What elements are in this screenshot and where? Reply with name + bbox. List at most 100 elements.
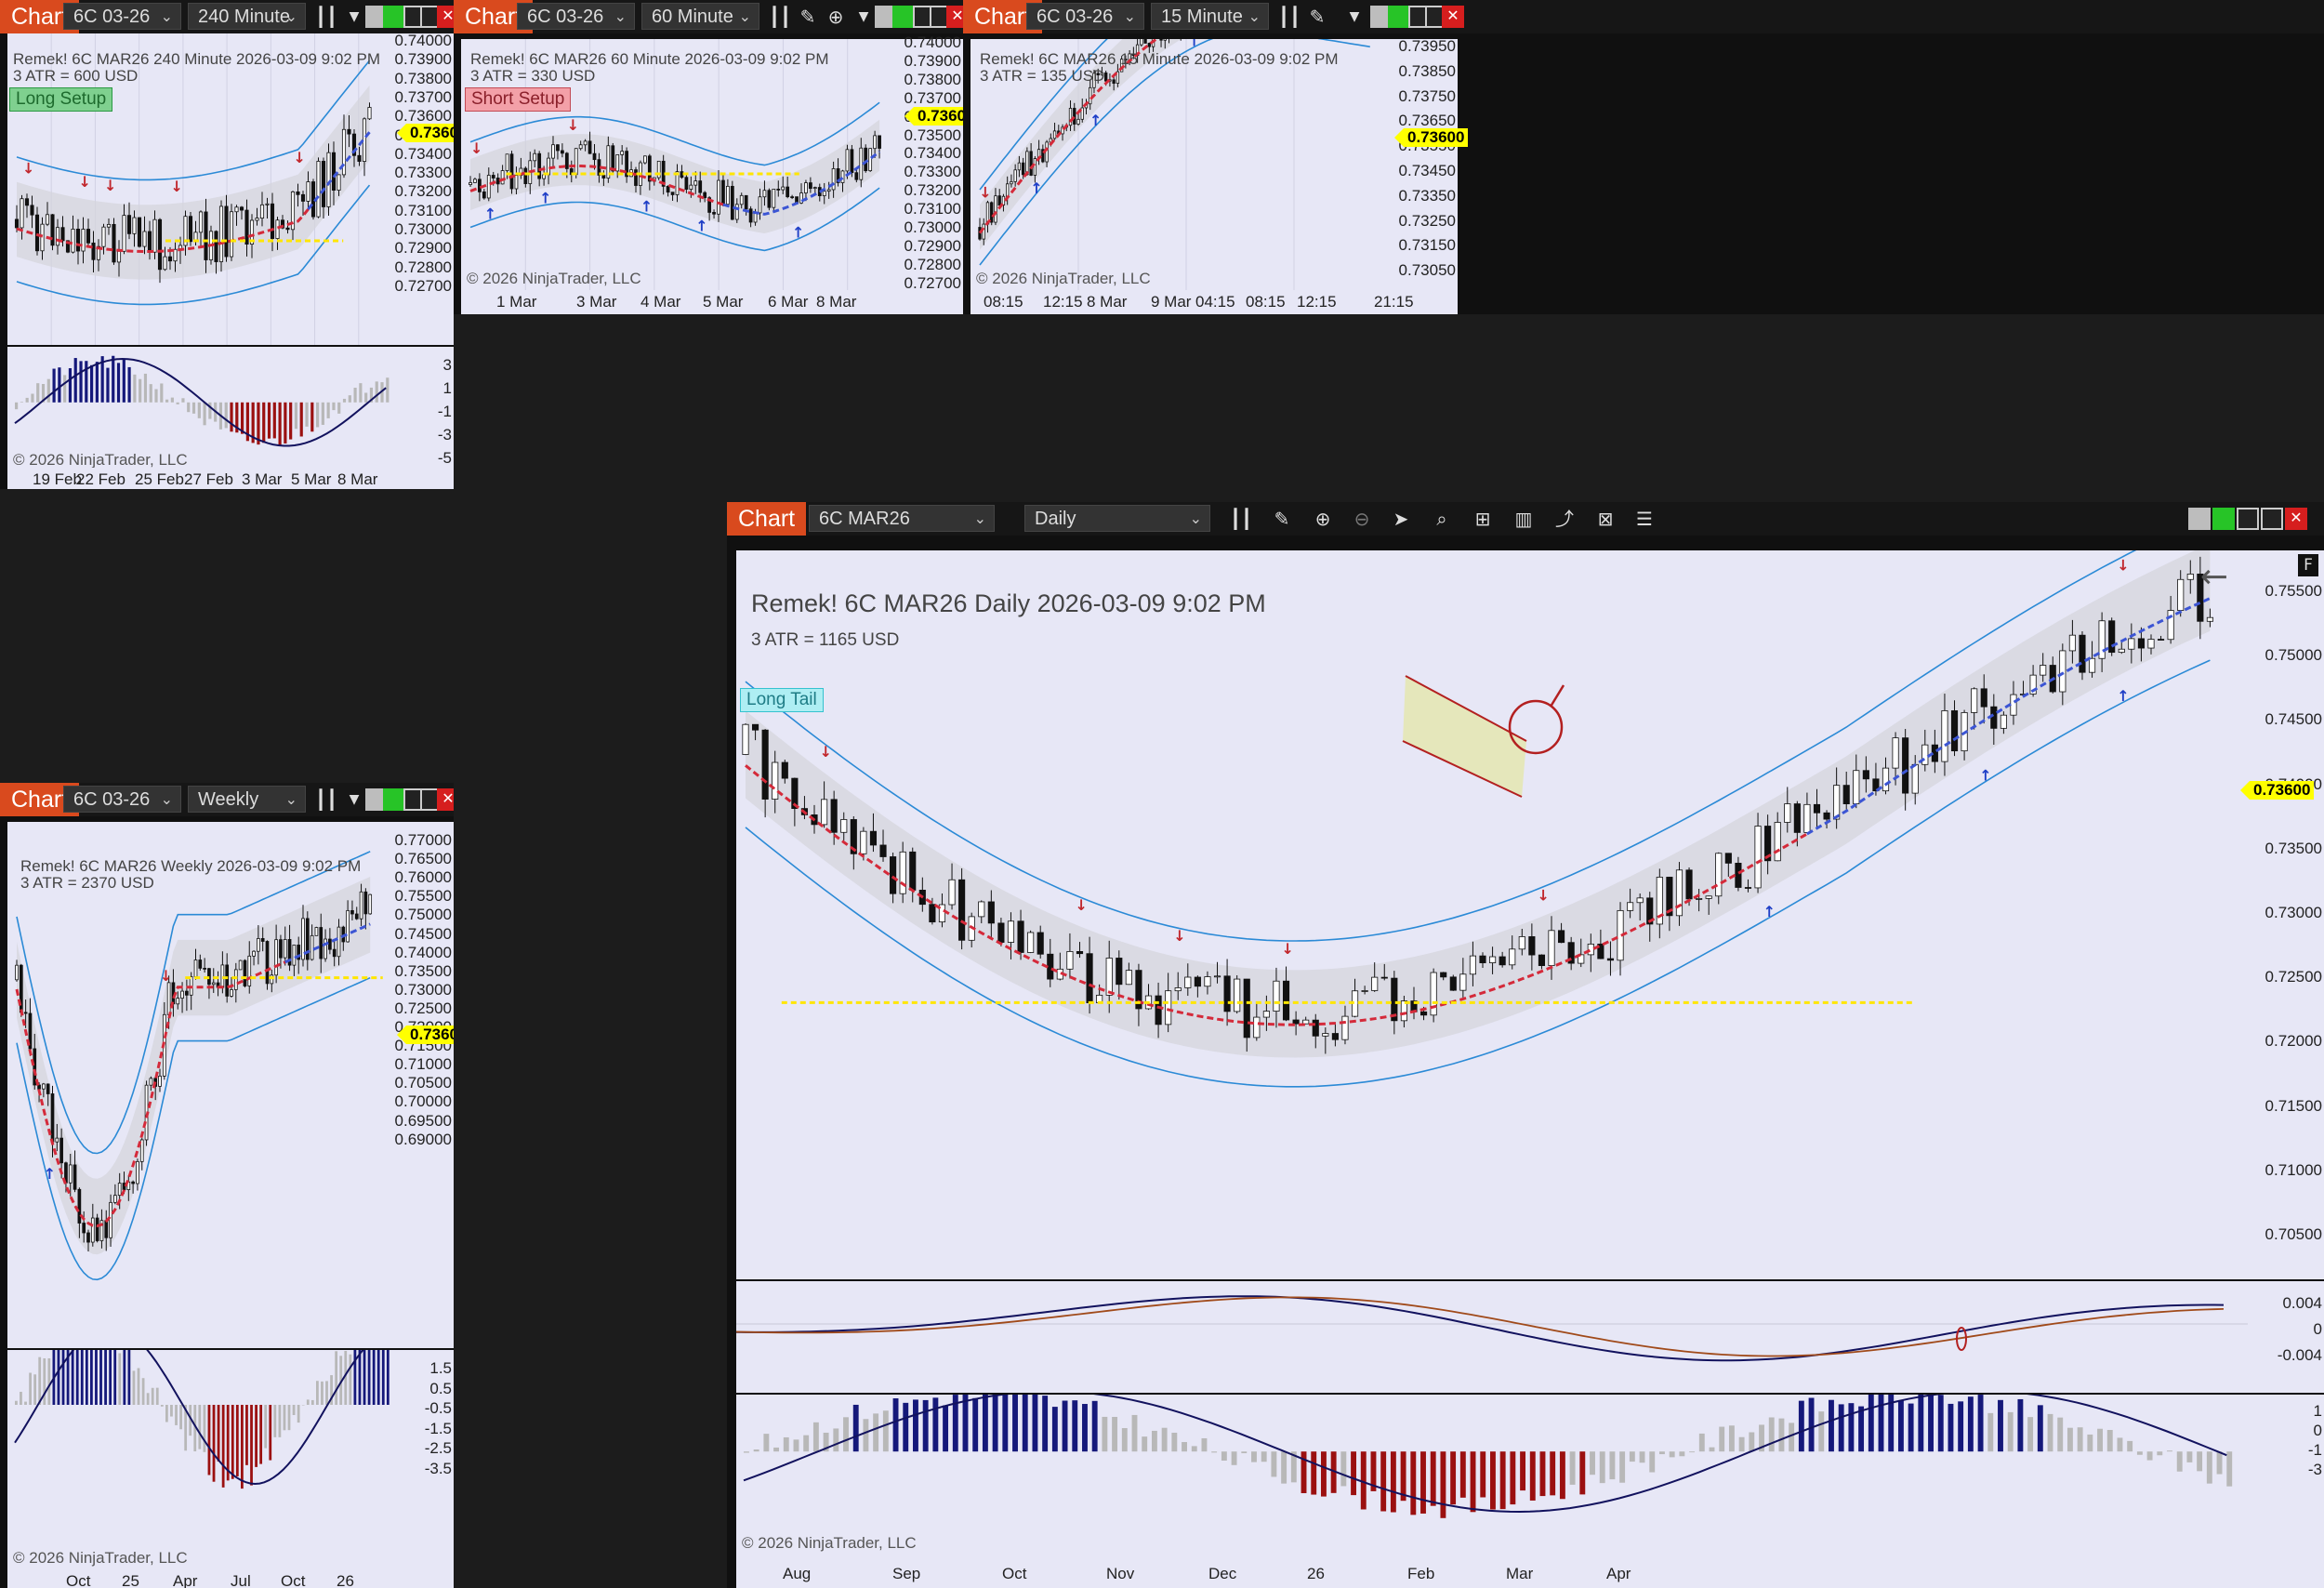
price-axis-label: 0.76500 bbox=[394, 850, 452, 868]
candle-body bbox=[1715, 853, 1723, 897]
bar-type-icon[interactable]: ┃┃ bbox=[1229, 508, 1253, 530]
histogram-bar bbox=[843, 1417, 849, 1452]
up-arrow-icon: ↑ bbox=[1089, 112, 1102, 129]
histogram-bar bbox=[773, 1447, 780, 1452]
time-axis[interactable]: 1 Mar 3 Mar 4 Mar 5 Mar 6 Mar 8 Mar bbox=[461, 290, 963, 314]
candle-body bbox=[495, 178, 500, 185]
interval-selector[interactable]: Daily ⌄ bbox=[1024, 505, 1210, 532]
histogram-bar bbox=[203, 402, 206, 426]
time-axis-label: 5 Mar bbox=[291, 470, 332, 488]
histogram-bar bbox=[1390, 1451, 1396, 1513]
chevron-down-icon[interactable]: ▼ bbox=[349, 9, 360, 24]
oscillator-panel[interactable]: © 2026 NinjaTrader, LLC bbox=[7, 347, 403, 468]
histogram-bar bbox=[1778, 1418, 1785, 1452]
maximize-button[interactable] bbox=[2261, 508, 2283, 530]
close-button[interactable]: ✕ bbox=[437, 788, 454, 811]
data-box-icon[interactable]: ⌕ bbox=[1436, 508, 1447, 530]
time-axis[interactable]: Oct 25 Apr Jul Oct 26 bbox=[7, 1569, 454, 1588]
chart-tab[interactable]: Chart bbox=[727, 502, 807, 536]
histogram-bar bbox=[1768, 1417, 1775, 1452]
bar-type-icon[interactable]: ┃┃ bbox=[314, 788, 338, 811]
zoom-in-icon[interactable]: ⊕ bbox=[827, 6, 844, 28]
instrument-selector[interactable]: 6C 03-26 ⌄ bbox=[1026, 3, 1144, 30]
interval-selector[interactable]: 240 Minute ⌄ bbox=[188, 3, 306, 30]
strategies-icon[interactable]: ▥ bbox=[1514, 508, 1533, 530]
draw-pencil-icon[interactable]: ✎ bbox=[1274, 508, 1290, 530]
f-button[interactable]: F bbox=[2298, 554, 2318, 576]
histogram-bar bbox=[992, 1395, 998, 1452]
candle-body bbox=[1696, 898, 1703, 900]
zoom-out-icon[interactable]: ⊖ bbox=[1353, 508, 1370, 530]
candle-body bbox=[259, 204, 265, 219]
candle-body bbox=[878, 135, 881, 149]
histogram-panel[interactable]: © 2026 NinjaTrader, LLC bbox=[736, 1395, 2248, 1562]
candle-body bbox=[95, 1217, 99, 1241]
properties-icon[interactable]: ☰ bbox=[1636, 508, 1653, 530]
chevron-down-icon[interactable]: ▼ bbox=[1349, 9, 1360, 24]
draw-pencil-icon[interactable]: ✎ bbox=[799, 6, 816, 28]
price-axis[interactable]: 0.755000.750000.745000.740000.735000.730… bbox=[2240, 550, 2324, 1279]
templates-icon[interactable]: ⤴ bbox=[1555, 508, 1574, 530]
price-axis[interactable]: 0.740000.739000.738000.737000.736000.735… bbox=[905, 33, 963, 292]
pointer-icon[interactable]: ➤ bbox=[1393, 508, 1409, 530]
bar-type-icon[interactable]: ┃┃ bbox=[768, 6, 792, 28]
candle-body bbox=[139, 1139, 144, 1162]
snapshot-icon[interactable]: ⊠ bbox=[1597, 508, 1614, 530]
histogram-bar bbox=[812, 1422, 819, 1452]
price-panel[interactable]: ↓↓↓↑↑↑ Remek! 6C MAR26 15 Minute 2026-03… bbox=[971, 39, 1402, 290]
interval-selector[interactable]: 15 Minute ⌄ bbox=[1151, 3, 1269, 30]
histogram-bar bbox=[31, 393, 34, 403]
candle-body bbox=[188, 216, 193, 243]
price-axis[interactable]: 0.740000.739000.738000.737000.736000.735… bbox=[395, 32, 454, 345]
histogram-bar bbox=[284, 402, 287, 443]
bar-type-icon[interactable]: ┃┃ bbox=[1277, 6, 1301, 28]
instrument-selector[interactable]: 6C 03-26 ⌄ bbox=[517, 3, 635, 30]
oscillator-panel[interactable]: © 2026 NinjaTrader, LLC bbox=[7, 1350, 403, 1569]
green-link-button[interactable] bbox=[892, 6, 915, 28]
instrument-selector[interactable]: 6C 03-26 ⌄ bbox=[63, 3, 181, 30]
instrument-selector[interactable]: 6C MAR26 ⌄ bbox=[809, 505, 995, 532]
green-link-button[interactable] bbox=[383, 6, 405, 28]
time-axis[interactable]: Aug Sep Oct Nov Dec 26 Feb Mar Apr bbox=[736, 1562, 2324, 1588]
price-axis[interactable]: 0.77000 0.76500 0.76000 0.75500 0.75000 0.745… bbox=[395, 822, 454, 1348]
price-axis-label: 0.71500 bbox=[2265, 1096, 2322, 1115]
back-arrow-icon[interactable]: ← bbox=[2199, 558, 2229, 596]
candle-body bbox=[561, 150, 564, 154]
interval-selector[interactable]: Weekly ⌄ bbox=[188, 786, 306, 813]
price-panel[interactable]: ↓ ↓ ↓ ↓ ↓ Remek! 6C MAR26 240 Minute 2026-03… bbox=[7, 33, 403, 345]
price-panel[interactable]: ↓ ↓ ↑ ↑ ↑ ↑ ↑ Remek! 6C MAR26 60 Minute 2026-0… bbox=[461, 39, 912, 290]
instrument-selector[interactable]: 6C 03-26 ⌄ bbox=[63, 786, 181, 813]
price-panel[interactable]: ↓ ↓ ↓ ↓ ↓ ↓ ↑ ↑ ↑ Remek! 6C MAR26 Daily 2026-03-… bbox=[736, 550, 2248, 1279]
green-link-button[interactable] bbox=[383, 788, 405, 811]
green-link-button[interactable] bbox=[2212, 508, 2235, 530]
green-link-button[interactable] bbox=[1388, 6, 1410, 28]
histogram-bar bbox=[47, 1357, 51, 1405]
macd-axis: 0.004 0 -0.004 bbox=[2248, 1281, 2324, 1393]
candle-body bbox=[305, 918, 310, 960]
close-button[interactable]: ✕ bbox=[1442, 6, 1464, 28]
candle-body bbox=[1823, 812, 1830, 820]
close-button[interactable]: ✕ bbox=[437, 6, 454, 28]
time-axis[interactable]: 08:15 12:15 8 Mar 9 Mar 04:15 08:15 12:15 21:15 bbox=[971, 290, 1458, 314]
close-button[interactable]: ✕ bbox=[946, 6, 963, 28]
price-panel[interactable]: ↓ ↑ Remek! 6C MAR26 Weekly 2026-03-09 9:0… bbox=[7, 822, 403, 1348]
price-axis[interactable]: 0.739500.738500.737500.736500.735500.734… bbox=[1394, 37, 1469, 290]
indicators-icon[interactable]: ⊞ bbox=[1474, 508, 1491, 530]
histogram-bar bbox=[1251, 1451, 1257, 1462]
grey-toggle-button[interactable] bbox=[2188, 508, 2211, 530]
price-axis-label: 0.73500 bbox=[2265, 839, 2322, 857]
chevron-down-icon[interactable]: ▼ bbox=[858, 9, 869, 24]
candle-body bbox=[367, 107, 372, 120]
histogram-bar bbox=[287, 1405, 291, 1431]
macd-panel[interactable] bbox=[736, 1281, 2248, 1393]
close-button[interactable]: ✕ bbox=[2285, 508, 2307, 530]
bar-type-icon[interactable]: ┃┃ bbox=[314, 6, 338, 28]
histogram-bar bbox=[316, 1381, 319, 1405]
zoom-in-icon[interactable]: ⊕ bbox=[1314, 508, 1331, 530]
draw-pencil-icon[interactable]: ✎ bbox=[1309, 6, 1326, 28]
time-axis[interactable]: 19 Feb 22 Feb 25 Feb 27 Feb 3 Mar 5 Mar 8 Mar bbox=[7, 468, 454, 489]
histogram-bar bbox=[2197, 1451, 2203, 1472]
chevron-down-icon[interactable]: ▼ bbox=[349, 792, 360, 807]
interval-selector[interactable]: 60 Minute ⌄ bbox=[641, 3, 759, 30]
minimize-button[interactable] bbox=[2237, 508, 2259, 530]
